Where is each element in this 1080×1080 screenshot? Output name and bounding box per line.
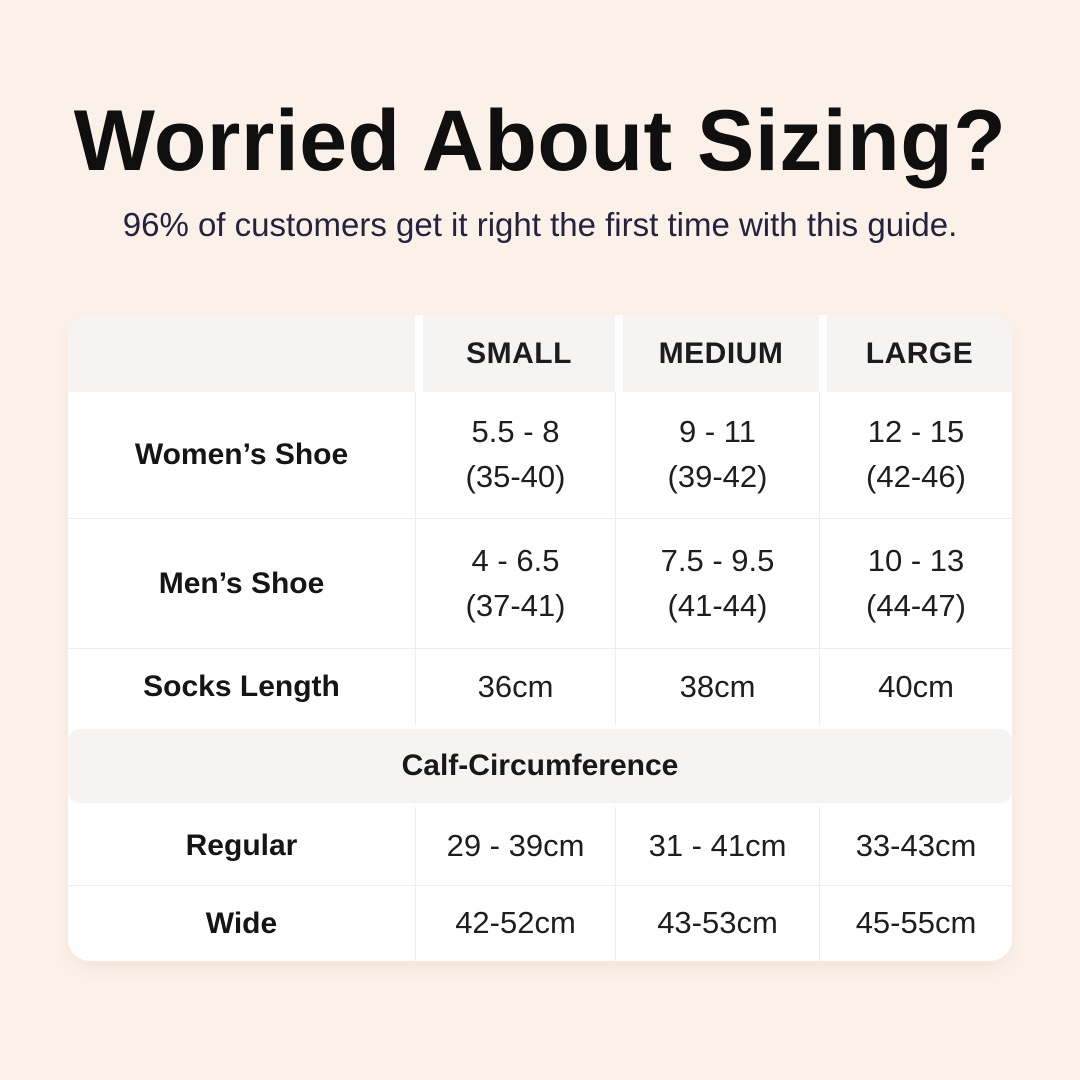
- cell-line: 7.5 - 9.5: [660, 542, 775, 578]
- cell-line: 42-52cm: [455, 905, 576, 941]
- table-header-row: SMALL MEDIUM LARGE: [68, 315, 1012, 392]
- table-body-calf: Regular 29 - 39cm 31 - 41cm 33-43cm Wide 42-5…: [68, 807, 1012, 961]
- cell-line: (41-44): [667, 587, 768, 623]
- header-cell-large: LARGE: [819, 315, 1012, 392]
- value-cell: 31 - 41cm: [615, 807, 819, 885]
- cell-line: LARGE: [865, 336, 974, 370]
- value-cell: 4 - 6.5 (37-41): [415, 519, 615, 648]
- cell-line: 45-55cm: [855, 905, 977, 941]
- cell-line: 9 - 11: [679, 414, 756, 450]
- cell-line: 38cm: [679, 668, 756, 704]
- value-cell: 43-53cm: [615, 886, 819, 961]
- header-cell-medium: MEDIUM: [615, 315, 819, 392]
- cell-line: (37-41): [465, 587, 566, 623]
- value-cell: 12 - 15 (42-46): [819, 392, 1012, 518]
- value-cell: 9 - 11 (39-42): [615, 392, 819, 518]
- cell-line: (42-46): [866, 459, 966, 494]
- cell-line: Wide: [205, 906, 278, 940]
- cell-line: 12 - 15: [867, 414, 965, 450]
- value-cell: 5.5 - 8 (35-40): [415, 392, 615, 518]
- page-subtitle: 96% of customers get it right the first …: [122, 206, 958, 243]
- row-label: Wide: [68, 886, 415, 961]
- cell-line: (39-42): [667, 459, 768, 494]
- table-row: Wide 42-52cm 43-53cm 45-55cm: [68, 885, 1012, 961]
- value-cell: 29 - 39cm: [415, 807, 615, 885]
- cell-line: 36cm: [477, 668, 554, 704]
- value-cell: 42-52cm: [415, 886, 615, 961]
- value-cell: 36cm: [415, 649, 615, 725]
- cell-line: 10 - 13: [867, 542, 965, 578]
- table-row: Socks Length 36cm 38cm 40cm: [68, 648, 1012, 725]
- size-table: SMALL MEDIUM LARGE Women’s Shoe 5.5 - 8 (35-…: [68, 315, 1012, 961]
- value-cell: 38cm: [615, 649, 819, 725]
- value-cell: 40cm: [819, 649, 1012, 725]
- row-label: Regular: [68, 807, 415, 885]
- value-cell: 45-55cm: [819, 886, 1012, 961]
- table-row: Women’s Shoe 5.5 - 8 (35-40) 9 - 11 (39-42) 1…: [68, 392, 1012, 518]
- cell-line: 31 - 41cm: [648, 827, 787, 863]
- table-body-sizes: Women’s Shoe 5.5 - 8 (35-40) 9 - 11 (39-42) 1…: [68, 392, 1012, 725]
- cell-line: (35-40): [465, 459, 566, 494]
- cell-line: 29 - 39cm: [446, 827, 585, 863]
- cell-line: Men’s Shoe: [158, 566, 325, 600]
- value-cell: 7.5 - 9.5 (41-44): [615, 519, 819, 648]
- header-cell-small: SMALL: [415, 315, 615, 392]
- section-header-calf-circumference: Calf-Circumference: [68, 729, 1012, 803]
- header-cell-empty: [68, 315, 415, 392]
- value-cell: 33-43cm: [819, 807, 1012, 885]
- table-row: Regular 29 - 39cm 31 - 41cm 33-43cm: [68, 807, 1012, 885]
- cell-line: 5.5 - 8: [471, 414, 560, 450]
- cell-line: MEDIUM: [658, 336, 784, 370]
- value-cell: 10 - 13 (44-47): [819, 519, 1012, 648]
- cell-line: Regular: [185, 829, 298, 863]
- table-row: Men’s Shoe 4 - 6.5 (37-41) 7.5 - 9.5 (41-44)…: [68, 518, 1012, 648]
- row-label: Socks Length: [68, 649, 415, 725]
- cell-line: 33-43cm: [855, 827, 977, 863]
- page-title: Worried About Sizing?: [73, 93, 1007, 189]
- cell-line: (44-47): [866, 587, 966, 623]
- cell-line: Women’s Shoe: [134, 438, 349, 472]
- cell-line: 4 - 6.5: [471, 542, 560, 578]
- cell-line: 40cm: [878, 668, 954, 704]
- cell-line: Socks Length: [143, 670, 340, 704]
- cell-line: 43-53cm: [657, 905, 778, 941]
- cell-line: SMALL: [466, 336, 572, 370]
- row-label: Men’s Shoe: [68, 519, 415, 648]
- row-label: Women’s Shoe: [68, 392, 415, 518]
